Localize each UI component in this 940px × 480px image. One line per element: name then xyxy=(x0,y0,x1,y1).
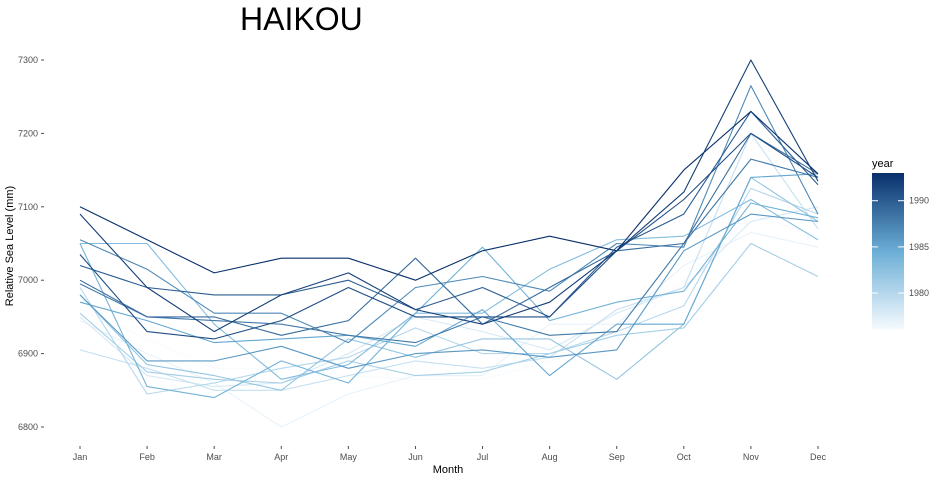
x-axis-title: Month xyxy=(433,464,464,476)
series-line-1976 xyxy=(79,213,819,380)
series-line-1980 xyxy=(79,187,819,395)
series-line-1993 xyxy=(79,110,819,281)
legend-title: year xyxy=(872,158,894,170)
series-line-1989 xyxy=(79,132,819,336)
legend-tick-label: 1985 xyxy=(909,242,929,252)
x-tick-label: Apr xyxy=(274,452,288,462)
y-tick-label: 7100 xyxy=(18,202,38,212)
series-lines xyxy=(79,59,819,428)
x-tick-label: Jun xyxy=(408,452,423,462)
legend-tick-label: 1990 xyxy=(909,196,929,206)
series-line-1979 xyxy=(79,132,819,391)
x-tick-label: Jul xyxy=(477,452,489,462)
x-tick-label: Dec xyxy=(810,452,827,462)
x-axis: Jan Feb Mar Apr May Jun Jul Aug Sep Oct Nov Dec xyxy=(73,446,827,462)
series-line-1992 xyxy=(79,59,819,333)
x-tick-label: Sep xyxy=(609,452,625,462)
legend-tick-label: 1980 xyxy=(909,288,929,298)
series-line-1986 xyxy=(79,213,819,369)
x-tick-label: Jan xyxy=(73,452,88,462)
x-tick-label: Aug xyxy=(542,452,558,462)
x-tick-label: Mar xyxy=(206,452,222,462)
series-line-1984 xyxy=(79,202,819,399)
series-line-1981 xyxy=(79,242,819,384)
series-line-1985 xyxy=(79,173,819,377)
chart-title: HAIKOU xyxy=(240,1,363,37)
x-tick-label: Oct xyxy=(677,452,692,462)
x-tick-label: Nov xyxy=(743,452,760,462)
x-tick-label: Feb xyxy=(139,452,155,462)
y-axis-title: Relative Sea Level (mm) xyxy=(4,186,16,306)
series-line-1991 xyxy=(79,132,819,340)
series-line-1990 xyxy=(79,110,819,318)
x-tick-label: May xyxy=(340,452,358,462)
y-tick-label: 7300 xyxy=(18,55,38,65)
series-line-1987 xyxy=(79,85,819,344)
series-line-1983 xyxy=(80,198,819,380)
color-legend: year 1980 1985 1990 xyxy=(872,158,929,330)
y-tick-label: 6800 xyxy=(18,422,38,432)
y-tick-label: 7200 xyxy=(18,128,38,138)
series-line-1988 xyxy=(79,158,819,344)
y-tick-label: 7000 xyxy=(18,275,38,285)
y-tick-label: 6900 xyxy=(18,349,38,359)
legend-ticks: 1980 1985 1990 xyxy=(872,196,929,298)
y-axis: 6800 6900 7000 7100 7200 7300 xyxy=(18,55,44,432)
legend-colorbar xyxy=(872,173,904,330)
